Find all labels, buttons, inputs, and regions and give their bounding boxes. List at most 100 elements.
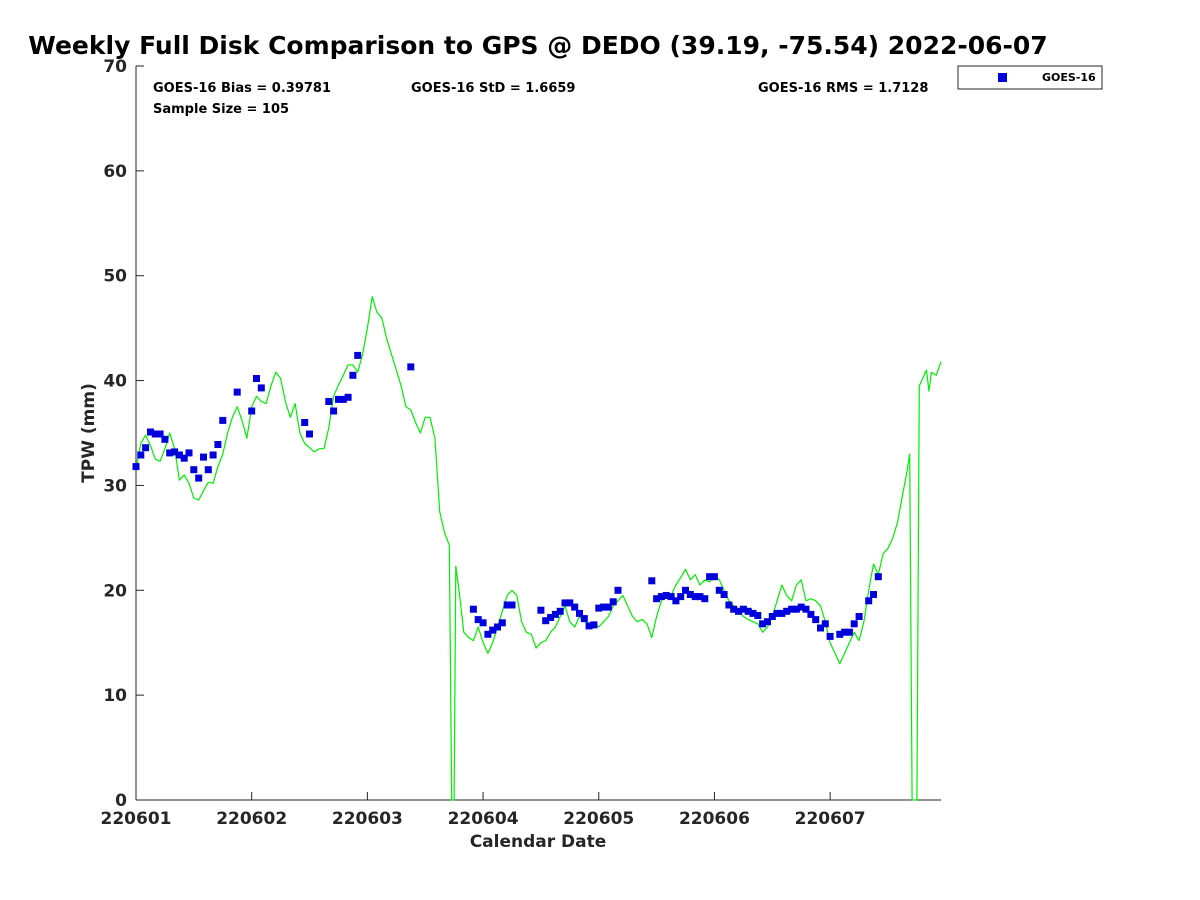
goes16-point	[706, 573, 714, 581]
goes16-point	[710, 573, 718, 581]
y-tick-label: 30	[103, 476, 127, 496]
goes16-point	[580, 615, 588, 623]
rms-stat: GOES-16 RMS = 1.7128	[758, 81, 928, 96]
goes16-point	[768, 613, 776, 620]
goes16-point	[817, 624, 824, 632]
goes16-point	[667, 593, 675, 601]
goes16-point	[571, 603, 579, 611]
goes16-point	[696, 593, 704, 601]
y-tick-label: 0	[115, 791, 127, 811]
goes16-series-points	[132, 351, 882, 640]
legend-label-goes16: GOES-16	[1042, 71, 1096, 84]
goes16-point	[542, 617, 550, 625]
x-ticks: 220601 220602 220603 220604 220605 220606 2206…	[101, 792, 866, 829]
goes16-point	[469, 605, 477, 613]
goes16-point	[306, 430, 313, 438]
std-stat: GOES-16 StD = 1.6659	[411, 81, 575, 96]
goes16-point	[855, 613, 863, 620]
goes16-point	[344, 393, 352, 401]
gps-series-line	[135, 296, 942, 801]
goes16-point	[812, 616, 820, 624]
goes16-point	[339, 395, 347, 403]
goes16-point	[585, 622, 593, 630]
goes16-point	[474, 616, 482, 624]
goes16-point	[845, 628, 853, 636]
chart-title: Weekly Full Disk Comparison to GPS @ DED…	[28, 31, 1047, 60]
goes16-point	[325, 398, 333, 405]
goes16-point	[171, 448, 179, 456]
goes16-point	[185, 449, 193, 457]
goes16-point	[730, 605, 738, 613]
goes16-point	[720, 591, 728, 598]
goes16-point	[407, 363, 415, 371]
x-tick-label: 220605	[563, 809, 634, 829]
goes16-point	[156, 430, 164, 438]
legend-marker-goes16	[998, 73, 1007, 82]
goes16-point	[253, 375, 260, 382]
goes16-point	[335, 395, 342, 403]
goes16-point	[233, 388, 241, 396]
goes16-point	[142, 444, 150, 452]
goes16-point	[653, 595, 661, 603]
y-tick-label: 70	[103, 57, 127, 77]
goes16-point	[870, 591, 877, 598]
goes16-point	[537, 606, 545, 614]
goes16-point	[508, 601, 516, 609]
goes16-point	[759, 620, 767, 628]
goes16-point	[788, 605, 796, 613]
goes16-point	[190, 466, 198, 474]
goes16-point	[498, 619, 506, 627]
goes16-point	[735, 607, 742, 615]
goes16-point	[180, 454, 188, 462]
goes16-point	[137, 451, 145, 459]
goes16-point	[850, 620, 858, 628]
y-tick-label: 40	[103, 372, 127, 392]
goes16-point	[354, 351, 362, 359]
goes16-point	[836, 630, 844, 638]
goes16-point	[701, 595, 709, 603]
y-ticks: 0 10 20 30 40 50 60 70	[103, 57, 144, 811]
goes16-point	[590, 621, 598, 629]
goes16-point	[826, 632, 834, 640]
goes16-point	[783, 607, 791, 615]
x-tick-label: 220604	[448, 809, 519, 829]
plot-area	[136, 66, 941, 800]
goes16-point	[792, 605, 800, 613]
y-tick-label: 50	[103, 267, 127, 287]
goes16-point	[484, 630, 492, 638]
goes16-point	[691, 593, 699, 601]
goes16-point	[802, 605, 810, 613]
goes16-point	[821, 620, 829, 628]
goes16-point	[132, 463, 140, 471]
goes16-point	[209, 451, 217, 459]
goes16-point	[561, 599, 569, 607]
goes16-point	[301, 419, 309, 426]
goes16-point	[595, 604, 603, 612]
x-tick-label: 220603	[332, 809, 403, 829]
y-tick-label: 10	[103, 686, 127, 706]
y-tick-label: 20	[103, 581, 127, 601]
goes16-point	[778, 609, 786, 617]
goes16-point	[175, 451, 183, 459]
goes16-point	[479, 619, 487, 627]
goes16-point	[248, 407, 256, 415]
goes16-point	[600, 603, 608, 611]
legend: GOES-16	[957, 65, 1103, 90]
goes16-point	[874, 573, 882, 581]
goes16-point	[151, 430, 159, 438]
goes16-point	[797, 603, 805, 611]
goes16-point	[566, 599, 574, 607]
goes16-point	[609, 598, 617, 606]
goes16-point	[547, 614, 555, 621]
goes16-point	[773, 609, 781, 617]
goes16-point	[754, 612, 762, 619]
goes16-point	[576, 609, 583, 617]
goes16-point	[715, 586, 723, 594]
goes16-point	[657, 593, 665, 601]
goes16-point	[725, 601, 733, 609]
goes16-point	[147, 428, 154, 436]
goes16-point	[686, 591, 694, 598]
goes16-point	[257, 384, 265, 392]
goes16-point	[807, 610, 815, 618]
